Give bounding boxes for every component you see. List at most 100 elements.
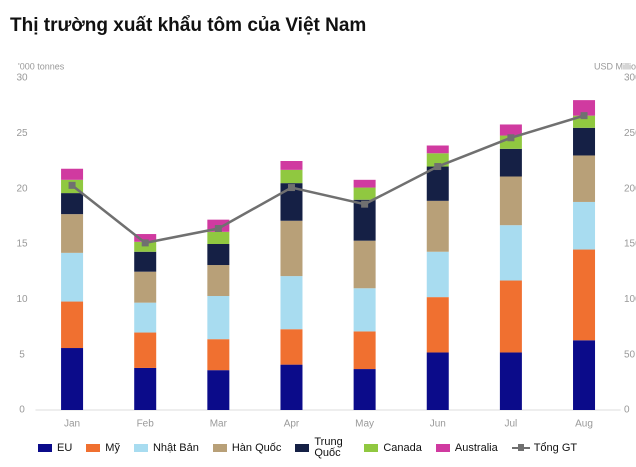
- bar-segment: [353, 369, 376, 410]
- bar-segment: [207, 370, 230, 410]
- legend-item: Canada: [364, 442, 422, 454]
- bar-segment: [61, 168, 84, 180]
- bar-segment: [134, 332, 157, 368]
- legend-label: Canada: [383, 442, 422, 454]
- bar-segment: [499, 352, 522, 410]
- y-tick-label: 15: [16, 239, 28, 250]
- legend: EU Mỹ Nhật Bản Hàn Quốc Trung Quốc Canada Aust…: [38, 432, 636, 464]
- bar-segment: [573, 340, 596, 410]
- legend-label: Trung Quốc: [314, 436, 343, 459]
- legend-item: Nhật Bản: [133, 442, 199, 454]
- total-marker: [287, 184, 295, 192]
- bar-segment: [134, 251, 157, 272]
- bar-segment: [426, 251, 449, 298]
- bar-segment: [207, 296, 230, 340]
- bar-segment: [499, 148, 522, 177]
- legend-label: Mỹ: [105, 442, 120, 454]
- x-tick-label: Apr: [284, 419, 300, 430]
- bar-segment: [207, 265, 230, 297]
- bar-segment: [280, 183, 303, 221]
- x-tick-label: Aug: [575, 419, 593, 430]
- bar-segment: [61, 348, 84, 410]
- bar-segment: [353, 199, 376, 241]
- y-axis-label: '000 tonnes: [18, 61, 65, 71]
- bar-segment: [61, 193, 84, 215]
- chart-title: Thị trường xuất khẩu tôm của Việt Nam: [10, 15, 366, 36]
- bar-segment: [426, 145, 449, 154]
- legend-label: Tổng GT: [533, 442, 578, 454]
- legend-swatch: [295, 444, 310, 452]
- legend-item: Trung Quốc: [295, 437, 350, 459]
- bar-segment: [134, 234, 157, 242]
- y-tick-label: 25: [16, 128, 28, 139]
- legend-item: Mỹ: [86, 442, 120, 454]
- legend-swatch: [511, 444, 530, 451]
- legend-swatch: [133, 444, 148, 452]
- total-marker: [434, 163, 442, 171]
- total-line: [71, 114, 585, 245]
- y-tick-label: 10: [16, 294, 28, 305]
- bar-segment: [134, 302, 157, 333]
- x-tick-label: Feb: [137, 419, 155, 430]
- legend-swatch: [212, 444, 227, 452]
- legend-swatch: [38, 444, 52, 452]
- bar-segment: [61, 301, 84, 349]
- bar-segment: [426, 297, 449, 353]
- bar-segment: [353, 179, 376, 188]
- legend-swatch: [86, 444, 101, 452]
- legend-label: Hàn Quốc: [231, 442, 282, 454]
- bar-segment: [207, 339, 230, 371]
- bar-segment: [426, 200, 449, 252]
- x-tick-label: May: [355, 419, 374, 430]
- bar-segment: [353, 331, 376, 370]
- total-marker: [141, 239, 149, 247]
- bar-segment: [134, 241, 157, 252]
- bar-segment: [207, 231, 230, 244]
- bar-segment: [207, 244, 230, 266]
- bar-segment: [573, 115, 596, 128]
- bar-segment: [280, 276, 303, 330]
- x-tick-label: Jan: [64, 419, 80, 430]
- legend-item: EU: [38, 442, 72, 454]
- bar-segment: [61, 252, 84, 302]
- legend-swatch: [364, 444, 379, 452]
- bar-segment: [499, 176, 522, 226]
- bar-segment: [499, 124, 522, 136]
- bar-segment: [499, 225, 522, 281]
- legend-label: Australia: [454, 442, 498, 454]
- bar-segment: [573, 100, 596, 116]
- y2-tick-label: 200: [624, 183, 636, 194]
- y-tick-label: 0: [19, 405, 25, 416]
- y-tick-label: 20: [16, 183, 28, 194]
- bar-segment: [280, 169, 303, 184]
- legend-swatch: [435, 444, 450, 452]
- bar-segment: [280, 220, 303, 277]
- bar-segment: [499, 280, 522, 353]
- bar-segment: [134, 367, 157, 410]
- legend-label: EU: [57, 442, 73, 454]
- legend-item: Australia: [435, 442, 498, 454]
- total-marker: [580, 112, 588, 120]
- bar-segment: [573, 155, 596, 202]
- bar-segment: [353, 240, 376, 289]
- bar-segment: [353, 288, 376, 332]
- chart: Thị trường xuất khẩu tôm của Việt Nam '0…: [10, 15, 636, 430]
- bar-segment: [426, 352, 449, 410]
- x-tick-label: Jul: [504, 419, 517, 430]
- y2-tick-label: 50: [624, 349, 636, 360]
- legend-item: Hàn Quốc: [212, 442, 282, 454]
- total-marker: [507, 134, 515, 142]
- bar-segment: [573, 249, 596, 341]
- y2-tick-label: 300: [624, 73, 636, 84]
- y2-tick-label: 150: [624, 239, 636, 250]
- total-marker: [214, 225, 222, 233]
- total-marker: [361, 200, 369, 208]
- legend-item: Tổng GT: [511, 442, 578, 454]
- total-marker: [68, 181, 76, 189]
- bar-segment: [280, 364, 303, 410]
- y-tick-label: 30: [16, 73, 28, 84]
- x-tick-label: Mar: [210, 419, 228, 430]
- y2-tick-label: 100: [624, 294, 636, 305]
- x-tick-label: Jun: [430, 419, 446, 430]
